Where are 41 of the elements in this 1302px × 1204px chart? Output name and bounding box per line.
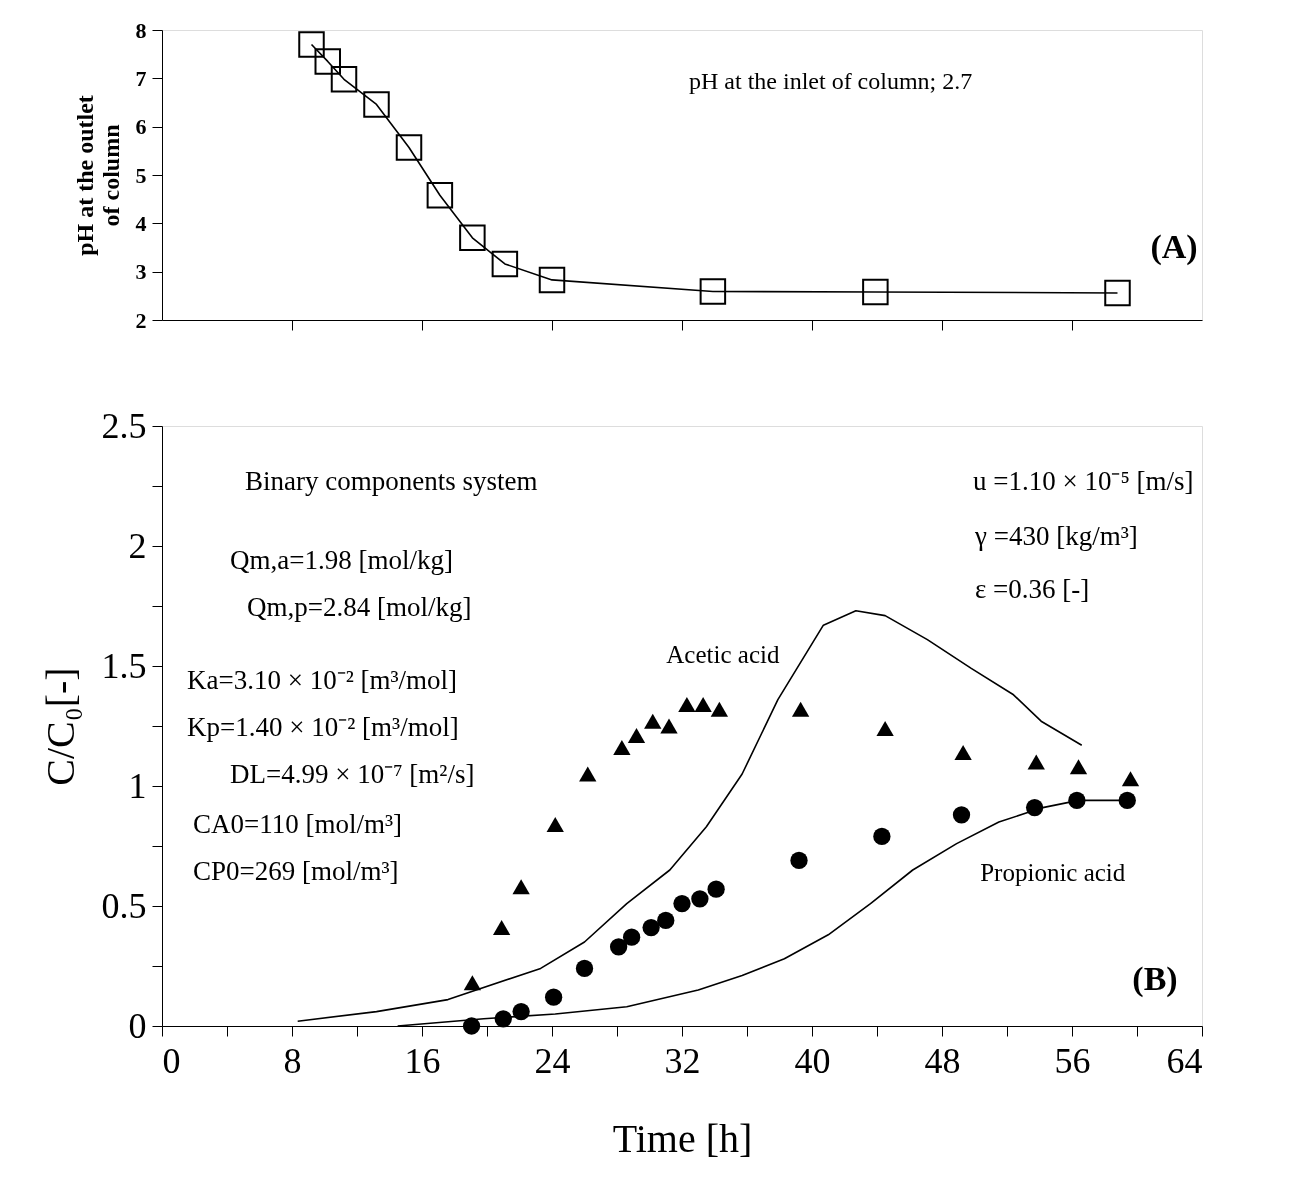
x-tick-label: 24	[534, 1040, 571, 1081]
annotation: Kp=1.40 × 10⁻² [m³/mol]	[187, 712, 459, 742]
x-tick-label: 40	[794, 1040, 831, 1081]
y-tick-label: 2.5	[101, 405, 147, 446]
annotation: pH at the inlet of column; 2.7	[689, 68, 973, 94]
x-tick-label: 8	[283, 1040, 302, 1081]
y-tick-label: 6	[135, 114, 147, 140]
annotation: γ =430 [kg/m³]	[974, 521, 1138, 551]
y-axis-title: C/C₀[-]	[37, 667, 83, 786]
annotation: Qm,a=1.98 [mol/kg]	[230, 545, 453, 575]
series-label: Propionic acid	[980, 858, 1126, 886]
x-tick-label: 32	[664, 1040, 701, 1081]
annotation: CA0=110 [mol/m³]	[193, 809, 403, 839]
y-tick-label: 0.5	[101, 885, 147, 926]
annotation: DL=4.99 × 10⁻⁷ [m²/s]	[230, 759, 475, 789]
annotation: (A)	[1150, 228, 1198, 266]
y-tick-label: 1.5	[101, 645, 147, 686]
x-tick-label: 0	[162, 1040, 181, 1081]
y-tick-label: 0	[128, 1005, 147, 1046]
x-tick-label: 56	[1054, 1040, 1091, 1081]
x-axis-title: Time [h]	[612, 1115, 753, 1161]
y-tick-label: 7	[135, 65, 147, 91]
annotation: Qm,p=2.84 [mol/kg]	[247, 592, 472, 622]
y-tick-label: 8	[135, 17, 147, 43]
series-label: Acetic acid	[666, 640, 780, 668]
y-tick-label: 2	[135, 307, 147, 333]
annotation: Binary components system	[245, 466, 538, 496]
annotation: CP0=269 [mol/m³]	[193, 856, 399, 886]
x-tick-label: 64	[1166, 1040, 1203, 1081]
x-tick-label: 16	[404, 1040, 441, 1081]
y-tick-label: 3	[135, 259, 147, 285]
annotation: Ka=3.10 × 10⁻² [m³/mol]	[187, 665, 458, 695]
y-tick-label: 5	[135, 162, 147, 188]
y-tick-label: 1	[128, 765, 147, 806]
annotation: ε =0.36 [-]	[975, 574, 1090, 604]
annotation: u =1.10 × 10⁻⁵ [m/s]	[973, 466, 1194, 496]
annotation: (B)	[1132, 960, 1178, 998]
y-axis-title: pH at the outlet of column	[71, 95, 124, 256]
y-tick-label: 4	[135, 210, 147, 236]
x-tick-label: 48	[924, 1040, 961, 1081]
y-tick-label: 2	[128, 525, 147, 566]
